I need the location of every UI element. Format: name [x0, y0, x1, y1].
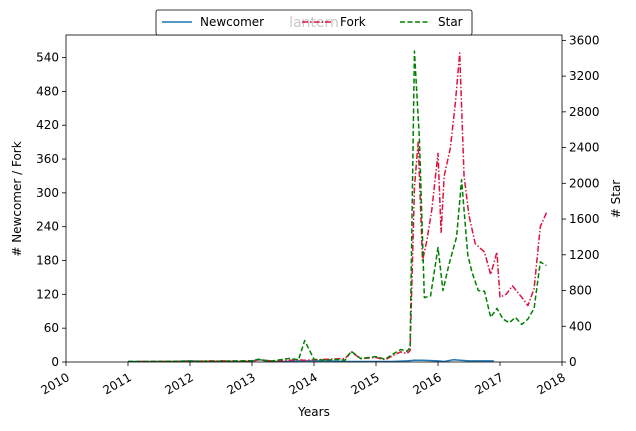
- y-right-tick-label: 2800: [569, 105, 600, 119]
- y-right-tick-label: 800: [569, 284, 592, 298]
- y-left-tick-label: 540: [36, 51, 59, 65]
- y-left-axis-label: # Newcomer / Fork: [10, 141, 24, 256]
- y-left-tick-label: 180: [36, 254, 59, 268]
- y-left-tick-label: 360: [36, 152, 59, 166]
- y-right-tick-label: 1200: [569, 248, 600, 262]
- y-right-tick-label: 2400: [569, 141, 600, 155]
- y-left-tick-label: 420: [36, 118, 59, 132]
- y-left-tick-label: 480: [36, 84, 59, 98]
- y-right-tick-label: 3200: [569, 69, 600, 83]
- series-line-fork: [127, 52, 548, 362]
- y-left-tick-label: 120: [36, 287, 59, 301]
- series-line-star: [128, 50, 547, 362]
- legend-label-newcomer: Newcomer: [200, 15, 264, 29]
- series-layer: [127, 50, 548, 362]
- y-right-axis-label: # Star: [609, 180, 623, 219]
- y-right-tick-label: 1600: [569, 212, 600, 226]
- y-right-tick-label: 0: [569, 355, 577, 369]
- legend-label-fork: Fork: [340, 15, 366, 29]
- chart-title: lantern: [289, 15, 339, 31]
- y-right-tick-label: 3600: [569, 33, 600, 47]
- y-right-tick-label: 400: [569, 319, 592, 333]
- y-right-tick-label: 2000: [569, 176, 600, 190]
- axes-layer: 2010 2011 2012 2013 2014 2015 2016 2017 20180601…: [36, 33, 599, 397]
- y-left-tick-label: 240: [36, 220, 59, 234]
- x-axis-label: Years: [297, 405, 330, 419]
- legend: lantern Newcomer Fork Star: [155, 9, 473, 36]
- y-left-tick-label: 300: [36, 186, 59, 200]
- y-left-tick-label: 60: [44, 321, 59, 335]
- y-left-tick-label: 0: [51, 355, 59, 369]
- legend-label-star: Star: [438, 15, 463, 29]
